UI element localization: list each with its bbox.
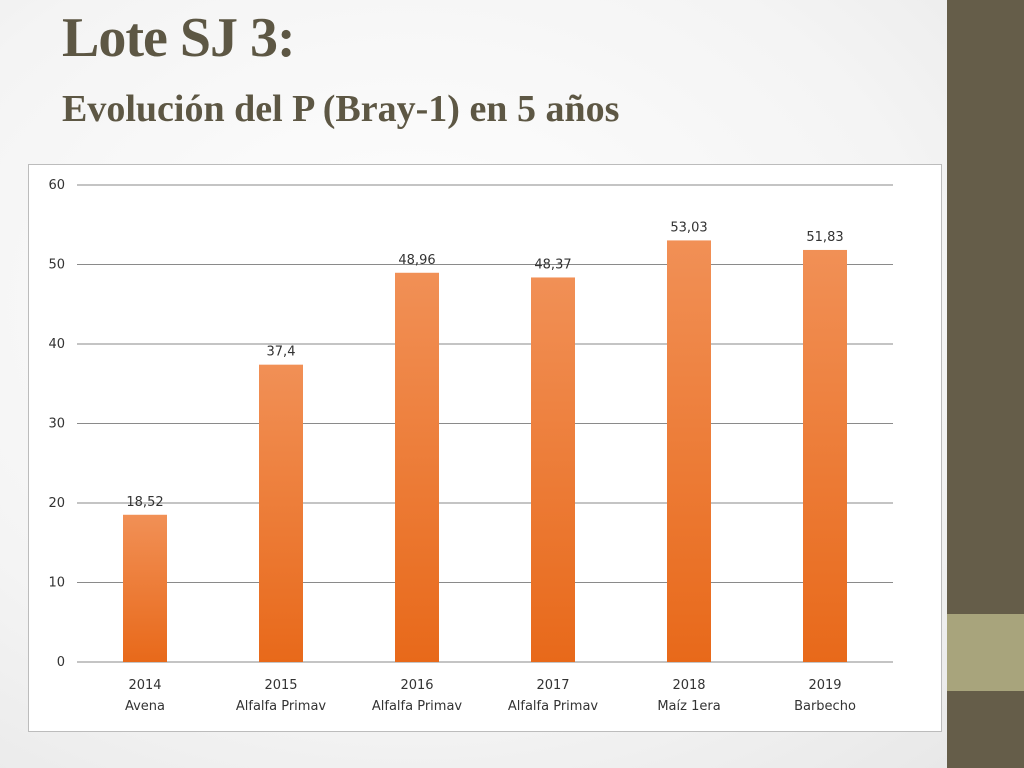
category-year-label: 2017: [536, 678, 569, 693]
bar: [667, 240, 711, 662]
data-label: 48,37: [534, 257, 571, 272]
category-labels: 2014 Avena 2015 Alfalfa Primav 2016 Alfalfa P…: [125, 678, 856, 714]
bar: [259, 364, 303, 662]
category-crop-label: Alfalfa Primav: [372, 699, 463, 714]
right-sidebar-accent: [947, 614, 1024, 691]
category-crop-label: Alfalfa Primav: [236, 699, 327, 714]
category-crop-label: Barbecho: [794, 699, 856, 714]
y-tick-label: 40: [48, 337, 65, 352]
bar: [123, 514, 167, 662]
category-crop-label: Alfalfa Primav: [508, 699, 599, 714]
bars: [123, 240, 847, 662]
bar: [531, 277, 575, 662]
slide-title: Lote SJ 3:: [62, 7, 296, 69]
category-year-label: 2014: [128, 678, 161, 693]
y-tick-label: 30: [48, 417, 65, 432]
category-year-label: 2018: [672, 678, 705, 693]
gridlines: [77, 184, 893, 663]
chart-frame: 0 10 20 30 40 50 60 18,52 37,4 48,96 48,37 53,03 51…: [28, 164, 942, 732]
data-label: 37,4: [267, 345, 296, 360]
category-year-label: 2016: [400, 678, 433, 693]
category-year-label: 2019: [808, 678, 841, 693]
y-axis-ticks: 0 10 20 30 40 50 60: [48, 178, 65, 670]
category-year-label: 2015: [264, 678, 297, 693]
y-tick-label: 50: [48, 258, 65, 273]
slide-subtitle: Evolución del P (Bray-1) en 5 años: [62, 88, 620, 130]
data-label: 53,03: [670, 220, 707, 235]
data-labels: 18,52 37,4 48,96 48,37 53,03 51,83: [126, 220, 843, 509]
category-crop-label: Maíz 1era: [657, 699, 720, 714]
bar-chart: 0 10 20 30 40 50 60 18,52 37,4 48,96 48,37 53,03 51…: [48, 178, 893, 714]
y-tick-label: 0: [57, 655, 65, 670]
y-tick-label: 60: [48, 178, 65, 193]
bar: [803, 249, 847, 662]
y-tick-label: 10: [48, 576, 65, 591]
data-label: 48,96: [398, 253, 435, 268]
bar: [395, 272, 439, 662]
data-label: 18,52: [126, 495, 163, 510]
y-tick-label: 20: [48, 496, 65, 511]
data-label: 51,83: [806, 230, 843, 245]
category-crop-label: Avena: [125, 699, 165, 714]
